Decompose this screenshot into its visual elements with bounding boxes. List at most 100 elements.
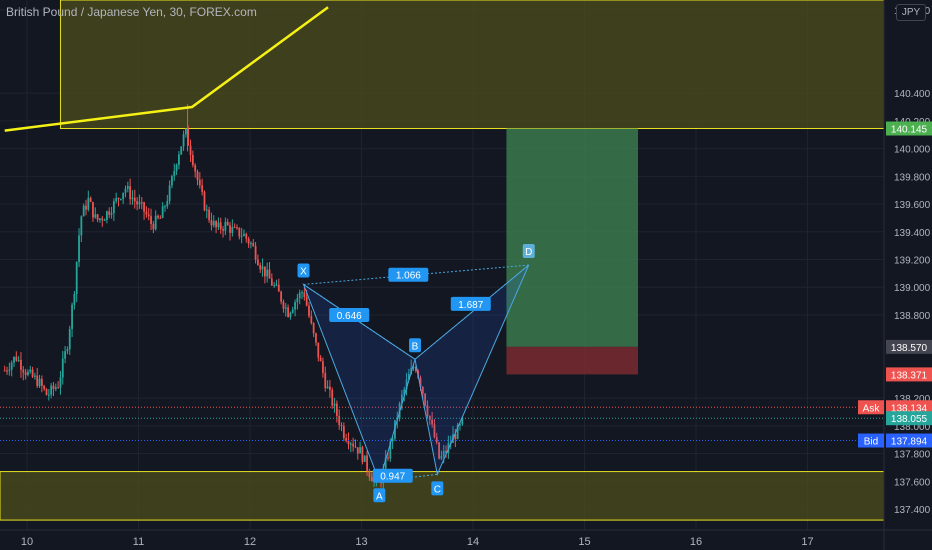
candle: [438, 441, 440, 460]
candle: [247, 236, 250, 248]
candle: [294, 299, 296, 317]
candle-body: [445, 450, 447, 453]
candle: [29, 365, 32, 374]
candle-body: [38, 378, 41, 387]
candle: [205, 204, 208, 219]
candle: [138, 194, 141, 209]
y-tick-label: 138.800: [894, 311, 931, 322]
candle: [38, 374, 41, 388]
candle: [159, 215, 162, 219]
candle: [254, 241, 257, 264]
candle-body: [154, 215, 157, 230]
candle: [340, 422, 343, 432]
candle-body: [340, 425, 343, 427]
candle-body: [347, 440, 350, 445]
candle-body: [187, 128, 190, 146]
candle: [217, 217, 220, 230]
candle: [66, 346, 69, 355]
candle-body: [210, 220, 213, 226]
pattern-ratio-label: 1.066: [388, 267, 429, 282]
point-text: A: [376, 491, 383, 502]
candle: [75, 261, 78, 303]
pattern-ratio-label: 0.646: [329, 307, 370, 322]
candle-body: [294, 302, 296, 310]
candle-body: [268, 269, 271, 279]
candle-body: [45, 388, 48, 396]
candle: [182, 130, 185, 152]
candle-body: [40, 378, 43, 386]
candle-body: [157, 215, 159, 218]
candle: [92, 201, 94, 222]
candle-body: [245, 233, 248, 239]
y-tick-label: 138.000: [894, 422, 931, 433]
currency-badge[interactable]: JPY: [896, 4, 926, 21]
candle: [175, 163, 178, 176]
price-label-bid: 137.894 Bid: [858, 433, 932, 448]
candle-body: [275, 284, 278, 286]
candle-body: [322, 361, 324, 374]
candle: [103, 218, 106, 221]
candle-body: [356, 447, 359, 454]
candle-body: [266, 269, 269, 277]
price-label-text: 137.894: [891, 437, 928, 448]
candle-body: [329, 386, 331, 390]
candle: [99, 217, 101, 223]
candle: [431, 411, 434, 428]
candle-body: [3, 370, 6, 372]
candle: [215, 219, 217, 234]
candle: [250, 241, 252, 249]
candle-body: [57, 387, 60, 389]
candle-body: [421, 386, 424, 394]
candle: [129, 178, 132, 205]
harmonic-pattern: 0.646 0.947 1.687 1.066 X A B C D: [297, 244, 535, 503]
candle: [456, 422, 459, 440]
price-tag-text: Ask: [863, 403, 881, 414]
candle: [61, 350, 64, 385]
candle-body: [80, 216, 83, 236]
candles: [3, 104, 464, 490]
price-label-box: [886, 367, 932, 382]
candle-body: [43, 385, 46, 389]
candle-body: [454, 434, 457, 439]
candle: [150, 208, 152, 231]
candle: [33, 372, 36, 380]
candle: [359, 441, 362, 454]
candle-body: [168, 185, 171, 202]
x-tick-label: 17: [801, 536, 813, 548]
price-label-box: [886, 339, 932, 354]
y-tick-label: 139.600: [894, 200, 931, 211]
candle: [184, 128, 187, 138]
y-tick-label: 140.000: [894, 145, 931, 156]
candle: [108, 207, 111, 219]
pattern-ratio-label: 1.687: [450, 296, 491, 311]
x-tick-label: 10: [21, 536, 33, 548]
candle: [435, 432, 438, 445]
candle: [282, 299, 285, 313]
price-tag-box: [858, 400, 884, 415]
candle-body: [231, 227, 234, 233]
candle-body: [342, 425, 345, 439]
candle-body: [94, 214, 97, 218]
candle-body: [426, 405, 429, 416]
candle-body: [201, 185, 204, 193]
x-tick-label: 11: [133, 536, 144, 548]
candle: [78, 228, 80, 267]
candle-body: [435, 437, 438, 443]
candle-body: [414, 366, 417, 371]
candle-body: [440, 456, 443, 459]
candle: [391, 435, 394, 450]
candle-body: [22, 369, 25, 373]
candle-body: [164, 206, 166, 208]
candle: [10, 360, 13, 377]
candle-body: [20, 359, 22, 370]
candle: [45, 388, 48, 396]
candle-body: [8, 369, 11, 371]
candle: [166, 194, 169, 209]
pattern-point-a: A: [373, 488, 386, 503]
point-box: [409, 338, 422, 353]
candle: [50, 382, 53, 399]
candle-body: [363, 455, 366, 462]
x-axis: 10 11 12 13 14 15 16 17: [21, 536, 814, 548]
candle: [291, 306, 294, 314]
